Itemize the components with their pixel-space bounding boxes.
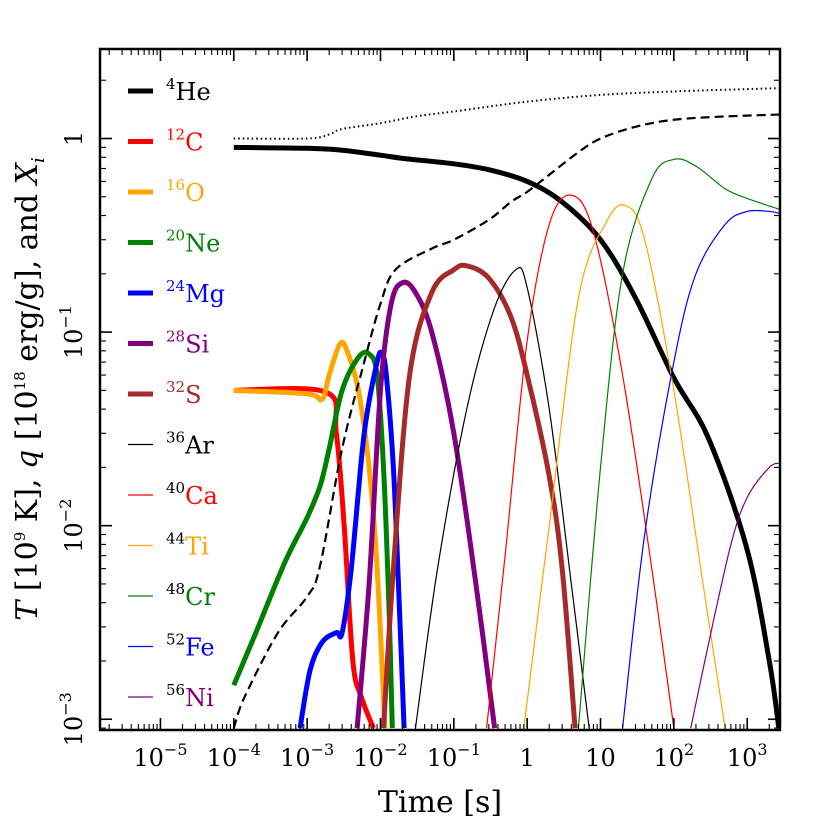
legend-label-28Si: 28Si xyxy=(166,328,210,359)
series-line-4He xyxy=(233,144,780,729)
y-tick-label: 1 xyxy=(60,131,88,146)
y-tick-label: 10−2 xyxy=(56,499,88,553)
series-line-28Si xyxy=(354,279,498,729)
x-axis-title: Time [s] xyxy=(378,785,502,820)
legend-label-36Ar: 36Ar xyxy=(166,429,214,460)
legend-label-32S: 32S xyxy=(166,378,202,409)
series-line-52Fe xyxy=(621,209,780,729)
legend-label-4He: 4He xyxy=(166,75,211,106)
plot-frame xyxy=(98,47,782,732)
y-tick-label: 10−3 xyxy=(56,692,88,746)
series-line-56Ni xyxy=(690,462,780,729)
series-line-36Ar xyxy=(414,266,590,729)
series-line-dashed xyxy=(232,113,780,729)
legend-label-24Mg: 24Mg xyxy=(166,277,225,308)
x-tick-label: 102 xyxy=(653,740,694,772)
series-line-20Ne xyxy=(231,349,395,729)
legend-label-48Cr: 48Cr xyxy=(166,580,215,611)
series-line-dotted xyxy=(233,87,780,140)
legend-label-12C: 12C xyxy=(166,126,203,157)
legend-label-40Ca: 40Ca xyxy=(166,479,218,510)
x-tick-label: 10−2 xyxy=(353,740,407,772)
series-line-32S xyxy=(381,262,578,729)
legend: 4He 12C 16O 20Ne 24Mg 28Si 32S 36Ar 40Ca 44Ti 48Cr… xyxy=(128,75,225,712)
y-axis-title: T [109 K], q [1018 erg/g], and Xi xyxy=(10,157,49,620)
legend-label-44Ti: 44Ti xyxy=(166,530,209,561)
x-tick-label: 10−5 xyxy=(133,740,187,772)
x-tick-label: 103 xyxy=(727,740,768,772)
series-line-40Ca xyxy=(486,194,675,729)
series-layer xyxy=(231,87,780,730)
legend-label-16O: 16O xyxy=(166,176,205,207)
x-tick-label: 10−4 xyxy=(207,740,261,772)
y-tick-label: 10−1 xyxy=(56,305,88,359)
x-tick-label: 1 xyxy=(520,744,535,772)
legend-label-56Ni: 56Ni xyxy=(166,681,214,712)
series-line-48Cr xyxy=(577,158,780,729)
series-line-44Ti xyxy=(523,204,726,729)
x-tick-label: 10 xyxy=(585,744,616,772)
x-tick-label: 10−1 xyxy=(427,740,481,772)
legend-label-20Ne: 20Ne xyxy=(166,227,220,258)
legend-label-52Fe: 52Fe xyxy=(166,631,215,662)
series-line-16O xyxy=(233,339,388,729)
tick-layer: 10−5 10−4 10−3 10−2 10−1 1 10 102 103 10−3 10−2 10−… xyxy=(56,49,780,772)
x-tick-label: 10−3 xyxy=(280,740,334,772)
